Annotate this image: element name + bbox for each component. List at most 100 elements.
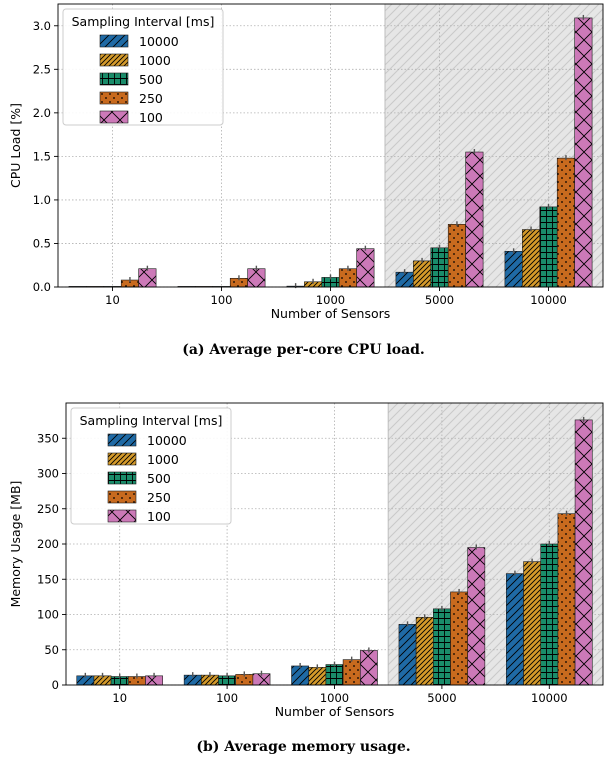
bar-hatch	[145, 675, 163, 685]
y-tick-label: 2.0	[33, 106, 51, 120]
x-axis-label: Number of Sensors	[271, 306, 391, 321]
y-tick-label: 0.0	[33, 280, 51, 294]
x-tick-label: 10000	[530, 293, 567, 307]
y-tick-label: 1.5	[33, 149, 51, 163]
bar	[359, 647, 378, 686]
bar-hatch	[325, 664, 344, 685]
bar	[413, 257, 432, 288]
bar	[145, 672, 163, 686]
legend-label: 10000	[147, 433, 187, 448]
legend-label: 1000	[147, 452, 179, 467]
bar-hatch	[343, 659, 361, 685]
bar-hatch	[467, 547, 485, 685]
bar	[465, 149, 484, 288]
legend-swatch-outline	[107, 490, 137, 504]
bar-hatch	[465, 152, 484, 287]
legend: Sampling Interval [ms] 10000 1000 500 250 100	[70, 407, 232, 525]
bar	[523, 558, 542, 686]
bar-hatch	[430, 247, 449, 287]
bar-hatch	[356, 248, 375, 287]
legend-swatch-hatch	[100, 73, 128, 85]
bar-hatch	[398, 624, 417, 685]
bar	[304, 278, 323, 288]
x-tick-label: 10	[105, 293, 120, 307]
bar	[574, 14, 593, 288]
bar	[504, 248, 523, 288]
memory-usage-chart: 0 50 100 150 200 250 300 350 10 100 1000 5000 10000 N…	[8, 402, 604, 719]
legend-swatch-hatch	[108, 510, 136, 522]
bar	[127, 673, 146, 686]
y-tick-label: 1.0	[33, 193, 51, 207]
legend-swatch-hatch	[108, 472, 136, 484]
caption-b: (b) Average memory usage.	[196, 739, 410, 755]
bar	[76, 672, 95, 686]
legend-swatch-hatch	[100, 111, 128, 123]
bar	[338, 265, 357, 288]
bar-hatch	[539, 206, 558, 287]
bar-hatch	[450, 591, 468, 685]
y-tick-label: 350	[37, 431, 59, 445]
bar-hatch	[504, 251, 523, 287]
bar	[291, 662, 310, 686]
bar-hatch	[448, 224, 466, 287]
y-tick-label: 0.5	[33, 236, 51, 250]
y-axis-label: Memory Usage [MB]	[8, 481, 23, 608]
bar-hatch	[308, 667, 326, 685]
bar	[308, 664, 327, 686]
legend-swatch-outline	[99, 91, 129, 105]
bar	[201, 672, 219, 686]
y-tick-label: 200	[37, 537, 59, 551]
legend-label: 100	[147, 509, 171, 524]
bar-hatch	[247, 268, 266, 287]
bar-hatch	[433, 608, 451, 685]
bar	[229, 275, 248, 288]
legend-entry: 500	[99, 72, 163, 87]
bar	[252, 670, 271, 686]
bar-hatch	[574, 17, 593, 287]
y-tick-label: 250	[37, 502, 59, 516]
legend-swatch-outline	[107, 433, 137, 447]
y-tick-label: 3.0	[33, 19, 51, 33]
legend-entry: 500	[107, 471, 171, 486]
bar	[356, 245, 375, 288]
bar-hatch	[416, 617, 434, 685]
bar	[110, 673, 129, 686]
legend-label: 500	[139, 72, 163, 87]
bar	[93, 672, 112, 686]
bar	[398, 621, 417, 686]
legend-swatch-outline	[99, 53, 129, 67]
y-tick-label: 0	[52, 678, 59, 692]
legend-entry: 250	[107, 490, 171, 505]
legend-entry: 10000	[107, 433, 187, 448]
x-tick-label: 5000	[427, 691, 456, 705]
legend-swatch-hatch	[108, 453, 136, 465]
legend-label: 250	[139, 91, 163, 106]
x-tick-label: 100	[211, 293, 233, 307]
bar	[183, 672, 202, 686]
bar-hatch	[138, 268, 157, 287]
bar	[556, 155, 575, 288]
bar-hatch	[523, 561, 541, 685]
bar	[247, 265, 266, 288]
legend-swatch-outline	[99, 34, 129, 48]
legend-swatch-outline	[107, 452, 137, 466]
bar-hatch	[93, 675, 112, 685]
bar-hatch	[557, 158, 575, 287]
bar-hatch	[540, 544, 558, 685]
bar	[447, 221, 466, 288]
x-tick-label: 100	[216, 691, 238, 705]
bar	[120, 277, 139, 288]
legend-label: 500	[147, 471, 171, 486]
legend-entry: 10000	[99, 34, 179, 49]
bar-hatch	[557, 513, 576, 685]
legend-entry: 250	[99, 91, 163, 106]
legend-swatch-hatch	[100, 92, 128, 104]
bar	[557, 510, 576, 686]
bar-hatch	[128, 676, 146, 685]
legend-entry: 100	[99, 110, 163, 125]
bar	[433, 605, 451, 686]
bar	[342, 656, 361, 686]
x-tick-label: 10	[112, 691, 127, 705]
bar	[430, 244, 449, 288]
bar-hatch	[230, 278, 248, 287]
